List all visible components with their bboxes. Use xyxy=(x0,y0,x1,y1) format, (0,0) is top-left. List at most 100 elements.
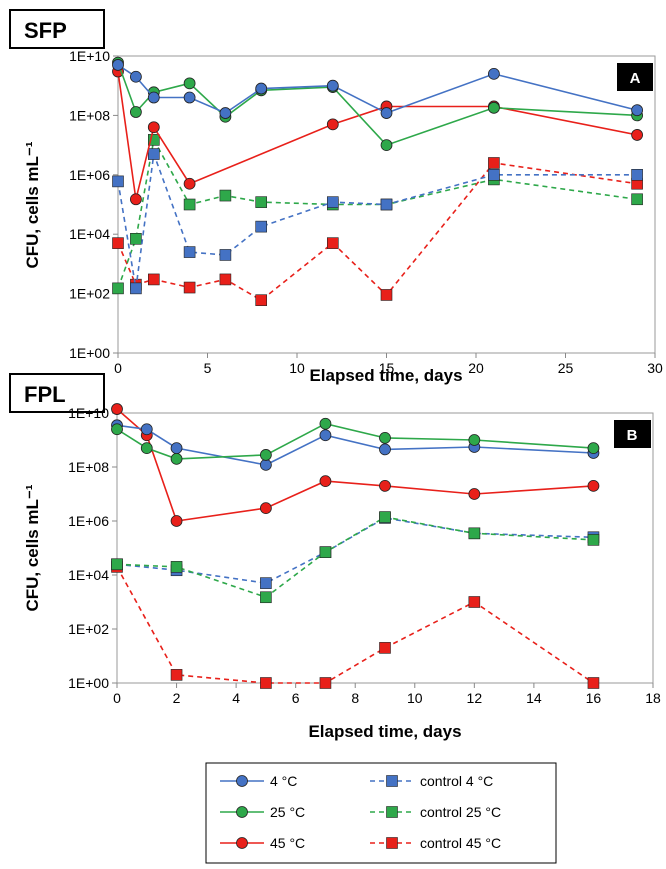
legend-item: 25 °C xyxy=(220,804,305,820)
legend-label: control 4 °C xyxy=(420,773,493,789)
x-tick-label: 16 xyxy=(586,690,602,706)
y-tick-label: 1E+06 xyxy=(68,513,109,529)
data-point xyxy=(111,423,123,436)
legend-marker xyxy=(386,806,398,818)
data-point xyxy=(260,577,272,589)
x-tick-label: 20 xyxy=(468,360,484,376)
data-point xyxy=(129,70,142,83)
panel-b-label: B xyxy=(627,427,638,444)
series-line xyxy=(116,424,594,466)
data-point xyxy=(112,59,124,71)
data-point xyxy=(326,118,339,131)
data-point xyxy=(170,452,183,465)
legend-marker xyxy=(386,837,398,849)
series-4-c xyxy=(111,419,600,471)
data-point xyxy=(112,175,124,188)
legend-item: control 4 °C xyxy=(370,773,493,789)
data-point xyxy=(587,442,600,455)
data-point xyxy=(111,558,123,571)
x-tick-label: 6 xyxy=(292,690,300,706)
data-point xyxy=(130,233,142,245)
data-point xyxy=(219,273,232,286)
x-tick-label: 5 xyxy=(204,360,212,376)
legend-box xyxy=(205,762,557,864)
data-point xyxy=(129,106,142,118)
panel-a-y-axis-label: CFU, cells mL⁻¹ xyxy=(23,141,42,268)
series-control-25-c xyxy=(111,511,600,604)
x-tick-label: 15 xyxy=(379,360,395,376)
data-point xyxy=(255,196,267,208)
series-line xyxy=(117,153,638,289)
y-tick-label: 1E+00 xyxy=(68,675,109,691)
data-point xyxy=(140,423,153,436)
data-point xyxy=(326,196,339,208)
panel-a-tag: SFP xyxy=(24,18,67,43)
data-point xyxy=(380,198,393,211)
series-control-45-c xyxy=(112,157,643,306)
legend-marker xyxy=(236,837,248,849)
data-point xyxy=(183,246,196,258)
x-tick-label: 10 xyxy=(289,360,305,376)
data-point xyxy=(255,220,267,233)
data-point xyxy=(112,237,124,249)
panel-a-x-ticks: 0 5 10 15 20 25 30 xyxy=(114,353,663,376)
legend-label: 45 °C xyxy=(270,835,305,851)
data-point xyxy=(380,107,393,119)
x-tick-label: 12 xyxy=(467,690,483,706)
panel-a-series xyxy=(112,56,643,306)
data-point xyxy=(468,488,481,500)
y-tick-label: 1E+10 xyxy=(68,405,109,421)
data-point xyxy=(380,289,393,301)
panel-b-tag: FPL xyxy=(24,382,66,407)
data-point xyxy=(631,193,643,206)
data-point xyxy=(319,475,332,488)
data-point xyxy=(326,237,339,249)
data-point xyxy=(183,177,196,190)
y-tick-label: 1E+08 xyxy=(68,459,109,475)
y-tick-label: 1E+00 xyxy=(69,345,110,361)
x-tick-label: 4 xyxy=(232,690,240,706)
data-point xyxy=(587,534,600,546)
data-point xyxy=(170,669,183,681)
legend-item: control 25 °C xyxy=(370,804,501,820)
panel-a: SFP A 1E+00 1E+02 1E+04 1E+06 1E+08 1E+10 0 5 1… xyxy=(9,9,663,385)
data-point xyxy=(140,442,153,455)
panel-a-label: A xyxy=(630,70,641,87)
data-point xyxy=(379,642,391,654)
data-point xyxy=(112,282,124,295)
series-25-c xyxy=(111,417,600,465)
x-tick-label: 0 xyxy=(113,690,121,706)
data-point xyxy=(219,189,232,202)
panel-b-series xyxy=(111,403,600,689)
data-point xyxy=(319,677,332,689)
legend-label: 25 °C xyxy=(270,804,305,820)
legend-item: 4 °C xyxy=(220,773,297,789)
x-tick-label: 14 xyxy=(526,690,542,706)
data-point xyxy=(379,443,391,456)
data-point xyxy=(259,449,272,461)
data-point xyxy=(468,527,481,540)
data-point xyxy=(148,273,160,286)
data-point xyxy=(183,198,196,211)
data-point xyxy=(183,91,196,104)
data-point xyxy=(183,281,196,294)
data-point xyxy=(219,249,232,261)
data-point xyxy=(631,104,643,117)
data-point xyxy=(587,677,600,689)
panel-a-label-box xyxy=(617,63,653,91)
legend-label: control 25 °C xyxy=(420,804,501,820)
series-line xyxy=(117,64,638,114)
legend-item: control 45 °C xyxy=(370,835,501,851)
data-point xyxy=(468,434,481,446)
data-point xyxy=(129,193,142,206)
data-point xyxy=(487,101,500,114)
y-tick-label: 1E+04 xyxy=(68,567,109,583)
data-point xyxy=(631,169,643,181)
data-point xyxy=(379,479,391,492)
y-tick-label: 1E+02 xyxy=(69,286,110,302)
panel-b-label-box xyxy=(614,420,651,448)
data-point xyxy=(468,596,481,608)
data-point xyxy=(326,79,339,92)
x-tick-label: 25 xyxy=(558,360,574,376)
